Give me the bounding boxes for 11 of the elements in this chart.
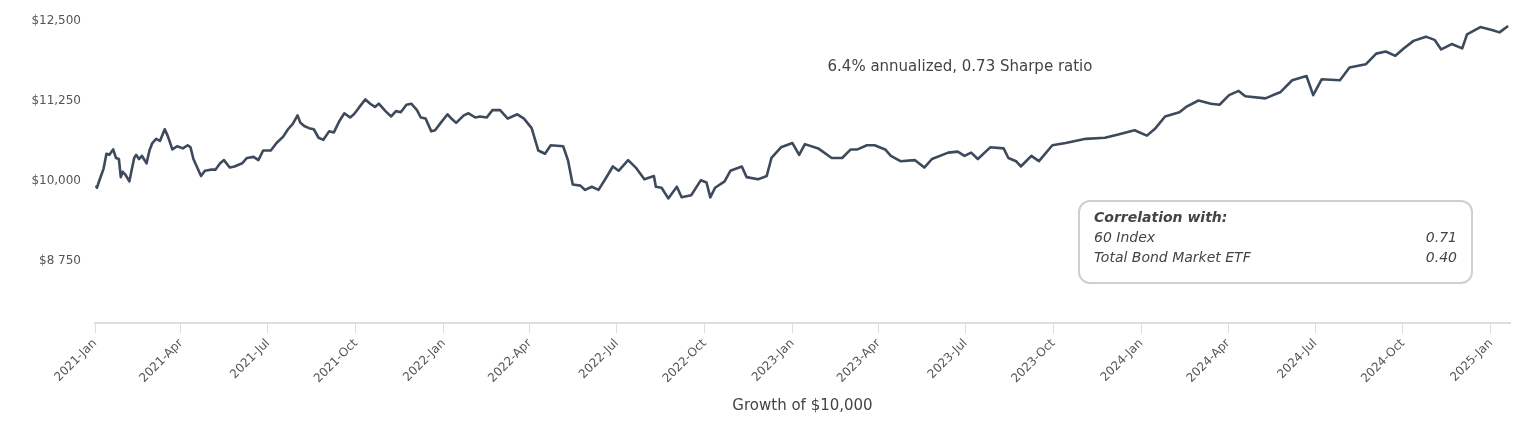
y-tick-label: $11,250 xyxy=(31,93,81,108)
annotation: 6.4% annualized, 0.73 Sharpe ratio xyxy=(827,56,1093,75)
y-tick-label: $8 750 xyxy=(39,252,81,267)
y-tick-label: $12,500 xyxy=(31,13,81,28)
annotation: 0.40 xyxy=(1425,248,1457,267)
x-axis-title: Growth of $10,000 xyxy=(732,395,873,414)
annotation: 60 Index xyxy=(1094,228,1156,247)
annotation: Correlation with: xyxy=(1094,208,1229,227)
annotation: Total Bond Market ETF xyxy=(1094,248,1251,267)
y-tick-label: $10,000 xyxy=(31,172,81,187)
annotation: 0.71 xyxy=(1425,228,1457,247)
